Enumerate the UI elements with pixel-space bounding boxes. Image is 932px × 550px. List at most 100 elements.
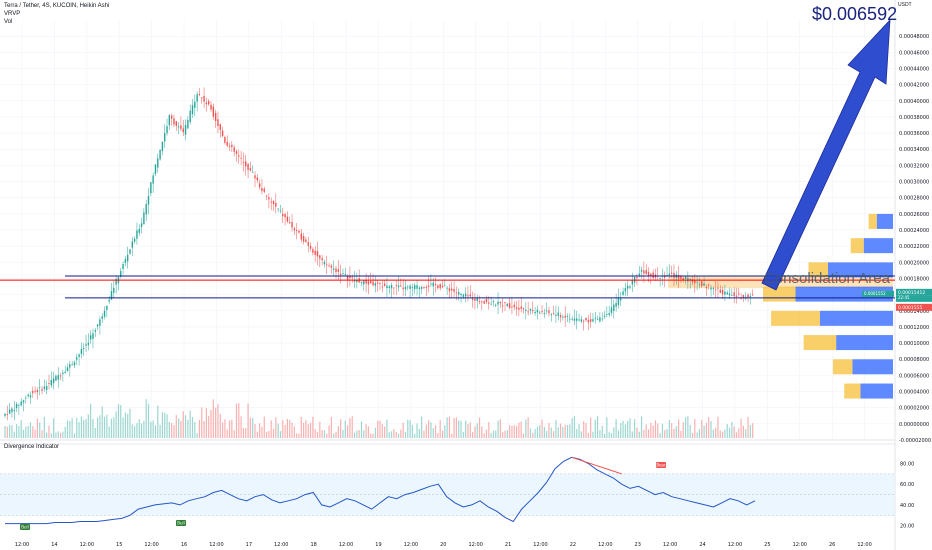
candle-body <box>448 288 451 292</box>
candle-body <box>126 254 129 262</box>
volume-bar <box>458 420 460 438</box>
candle-body <box>339 273 342 276</box>
price-tick-label: 0.00036000 <box>899 131 929 137</box>
candle-body <box>629 286 631 288</box>
bull-signal: Bull <box>177 521 185 526</box>
volume-bar <box>36 418 39 438</box>
volume-bar <box>694 419 696 438</box>
volume-bar <box>150 421 152 438</box>
volume-bar <box>423 430 425 438</box>
volume-profile-down <box>860 383 893 399</box>
candle-body <box>414 285 416 290</box>
volume-bar <box>407 419 409 438</box>
candle-body <box>261 187 263 191</box>
candle-body <box>481 301 483 303</box>
time-tick-label: 15 <box>116 542 122 548</box>
volume-bar <box>636 427 638 438</box>
volume-bar <box>684 417 687 438</box>
candle-body <box>566 316 569 317</box>
candle-body <box>138 228 140 233</box>
candle-body <box>161 141 164 152</box>
candle-body <box>541 311 543 313</box>
candle-body <box>113 287 115 293</box>
candle-body <box>425 286 427 288</box>
volume-bar <box>409 420 411 438</box>
volume-bar <box>71 418 73 438</box>
volume-bar <box>534 429 536 438</box>
current-price-value: 0.00015412 <box>898 290 925 296</box>
candle-body <box>166 126 168 134</box>
volume-bar <box>439 420 441 438</box>
target-price-label: $0.006592 <box>812 4 898 24</box>
currency-label: USDT <box>898 2 912 8</box>
candle-body <box>263 188 265 192</box>
candle-body <box>645 270 647 275</box>
volume-bar <box>673 428 675 438</box>
candle-body <box>444 285 446 287</box>
volume-bar <box>596 416 599 438</box>
candle-body <box>724 291 726 295</box>
volume-bar <box>724 429 726 438</box>
candle-body <box>518 307 520 310</box>
volume-bar <box>69 421 71 438</box>
candle-body <box>34 390 36 392</box>
volume-profile-up <box>771 310 820 326</box>
candle-body <box>691 279 694 283</box>
volume-bar <box>224 419 226 438</box>
price-tick-label: 0.00004000 <box>899 390 929 396</box>
candle-body <box>173 118 175 125</box>
volume-bar <box>481 426 483 438</box>
candle-body <box>388 286 390 289</box>
volume-bar <box>476 423 478 438</box>
time-tick-label: 12:00 <box>728 542 742 548</box>
price-tick-label: -0.00002000 <box>899 438 931 444</box>
volume-bar <box>613 427 615 438</box>
candle-body <box>194 101 196 108</box>
vrvp-label[interactable]: VRVP <box>4 11 21 17</box>
left-price-tag <box>862 290 894 297</box>
candle-body <box>400 285 402 287</box>
volume-bar <box>610 433 613 438</box>
time-tick-label: 14 <box>51 542 57 548</box>
volume-bar <box>328 425 330 438</box>
candle-body <box>39 387 41 389</box>
candle-body <box>233 147 235 152</box>
volume-bar <box>203 421 205 438</box>
candle-body <box>515 307 518 309</box>
volume-bar <box>6 426 8 438</box>
candle-body <box>418 287 421 289</box>
candle-body <box>145 204 147 215</box>
zone-label: Consolidation Area <box>764 270 890 287</box>
volume-bar <box>587 432 589 438</box>
candle-body <box>501 305 504 307</box>
volume-bar <box>539 425 541 438</box>
candle-body <box>231 144 233 148</box>
candle-body <box>101 316 103 319</box>
candle-body <box>476 297 478 301</box>
vol-label[interactable]: Vol <box>4 19 13 25</box>
volume-bar <box>590 417 592 438</box>
volume-bar <box>733 426 735 438</box>
volume-bar <box>291 422 293 438</box>
price-tick-label: 0.00018000 <box>899 276 929 282</box>
candle-body <box>69 364 71 368</box>
volume-bar <box>397 433 400 438</box>
candle-body <box>83 348 85 350</box>
volume-bar <box>460 420 462 438</box>
volume-bar <box>187 419 189 438</box>
candle-body <box>643 270 645 274</box>
time-tick-label: 22 <box>570 542 576 548</box>
volume-bar <box>488 422 490 438</box>
volume-bar <box>634 419 636 438</box>
candle-body <box>198 94 201 96</box>
candle-body <box>740 298 742 299</box>
volume-bar <box>180 420 182 438</box>
volume-bar <box>735 432 738 438</box>
candle-body <box>326 264 328 266</box>
time-tick-label: 12:00 <box>15 542 29 548</box>
volume-bar <box>428 420 430 438</box>
candle-body <box>191 105 194 115</box>
volume-bar <box>478 417 481 438</box>
volume-bar <box>363 430 365 438</box>
volume-bar <box>330 417 332 438</box>
